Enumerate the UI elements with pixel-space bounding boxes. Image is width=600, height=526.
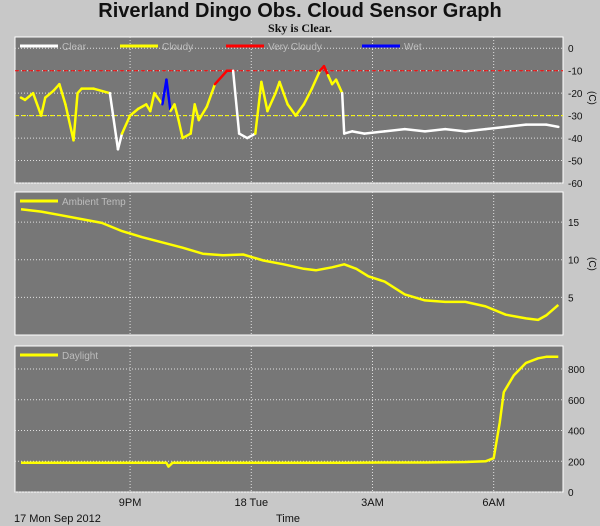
cloud-segment — [334, 78, 344, 95]
x-tick-label: 9PM — [119, 497, 142, 509]
ambient-panel — [14, 191, 564, 336]
cloud-segment — [245, 132, 257, 140]
cloud-segment — [237, 132, 249, 140]
cloud-segment — [64, 103, 75, 142]
cloud-segment — [294, 103, 306, 117]
page-title: Riverland Dingo Obs. Cloud Sensor Graph — [98, 0, 502, 22]
cloud-segment — [403, 127, 427, 133]
daylight-series-line — [21, 355, 559, 468]
cloud-segment — [116, 132, 124, 151]
cloud-segment — [443, 127, 467, 133]
cloud-ytick-label: -40 — [568, 134, 583, 145]
x-tick-label: 3AM — [361, 497, 384, 509]
cloud-ytick-label: -10 — [568, 67, 583, 78]
ambient-series-line — [20, 208, 560, 322]
cloud-segment — [181, 132, 192, 140]
cloud-segment — [266, 91, 277, 113]
daylight-panel — [14, 345, 564, 493]
cloud-segment — [153, 91, 164, 106]
footer-time-label: Time — [276, 513, 300, 525]
cloud-segment — [31, 91, 43, 117]
cloud-segment — [173, 103, 180, 122]
cloud-segment — [213, 73, 225, 86]
cloud-segment — [302, 87, 314, 106]
cloud-segment — [92, 87, 112, 95]
cloud-segment — [58, 82, 67, 106]
cloud-segment — [177, 118, 184, 140]
cloud-segment — [544, 123, 560, 129]
cloud-segment — [274, 80, 281, 95]
x-tick-label: 18 Tue — [234, 497, 268, 509]
cloud-segment — [39, 96, 47, 117]
cloud-segment — [326, 73, 334, 86]
cloud-segment — [254, 80, 263, 135]
daylight-ytick-label: 400 — [568, 427, 585, 438]
sky-status-subtitle: Sky is Clear. — [268, 21, 332, 35]
cloud-segment — [108, 91, 120, 151]
cloud-segment — [189, 103, 196, 135]
cloud-ytick-label: -50 — [568, 157, 583, 168]
daylight-ytick-label: 0 — [568, 488, 574, 499]
cloud-segment — [351, 130, 366, 135]
cloud-legend-label-2: Very Cloudy — [268, 42, 322, 53]
cloud-segment — [128, 107, 140, 117]
cloud-legend-label-1: Cloudy — [162, 42, 193, 53]
daylight-ytick-label: 200 — [568, 457, 585, 468]
daylight-ytick-label: 600 — [568, 396, 585, 407]
cloud-segment — [286, 103, 297, 117]
cloud-segment — [383, 127, 407, 133]
footer-date: 17 Mon Sep 2012 — [14, 513, 101, 525]
cloud-segment — [260, 80, 269, 113]
ambient-unit-label: (C) — [586, 257, 597, 271]
cloud-segment — [310, 69, 322, 90]
cloud-segment — [52, 82, 61, 93]
daylight-ytick-label: 800 — [568, 365, 585, 376]
daylight-legend-label-0: Daylight — [62, 351, 98, 362]
cloud-segment — [23, 91, 35, 102]
ambient-ytick-label: 15 — [568, 218, 580, 229]
cloud-unit-label: (C) — [586, 91, 597, 105]
cloud-segment — [322, 64, 330, 77]
cloud-ytick-label: -60 — [568, 179, 583, 190]
cloud-segment — [340, 91, 346, 135]
cloud-segment — [205, 82, 217, 108]
cloud-ytick-label: -30 — [568, 112, 583, 123]
cloud-segment — [72, 91, 79, 142]
ambient-ytick-label: 5 — [568, 293, 574, 304]
x-tick-label: 6AM — [482, 497, 505, 509]
cloud-segment — [197, 105, 209, 122]
cloud-segment — [231, 69, 241, 135]
cloud-ytick-label: 0 — [568, 44, 574, 55]
cloud-segment — [464, 127, 487, 133]
cloud-segment — [149, 91, 156, 113]
cloud-legend-label-0: Clear — [62, 42, 87, 53]
cloud-segment — [278, 80, 289, 106]
ambient-ytick-label: 10 — [568, 256, 580, 267]
cloud-segment — [484, 125, 508, 131]
cloud-legend-label-3: Wet — [404, 42, 422, 53]
ambient-legend-label-0: Ambient Temp — [62, 197, 126, 208]
cloud-segment — [120, 114, 132, 135]
cloud-panel — [14, 36, 564, 184]
cloud-segment — [363, 130, 386, 135]
cloud-segment — [504, 123, 528, 129]
cloud-segment — [423, 127, 447, 133]
cloud-segment — [136, 103, 148, 111]
cloud-segment — [193, 103, 201, 122]
cloud-segment — [165, 78, 172, 113]
cloud-segment — [342, 130, 354, 135]
cloud-ytick-label: -20 — [568, 89, 583, 100]
cloud-segment — [43, 89, 55, 99]
